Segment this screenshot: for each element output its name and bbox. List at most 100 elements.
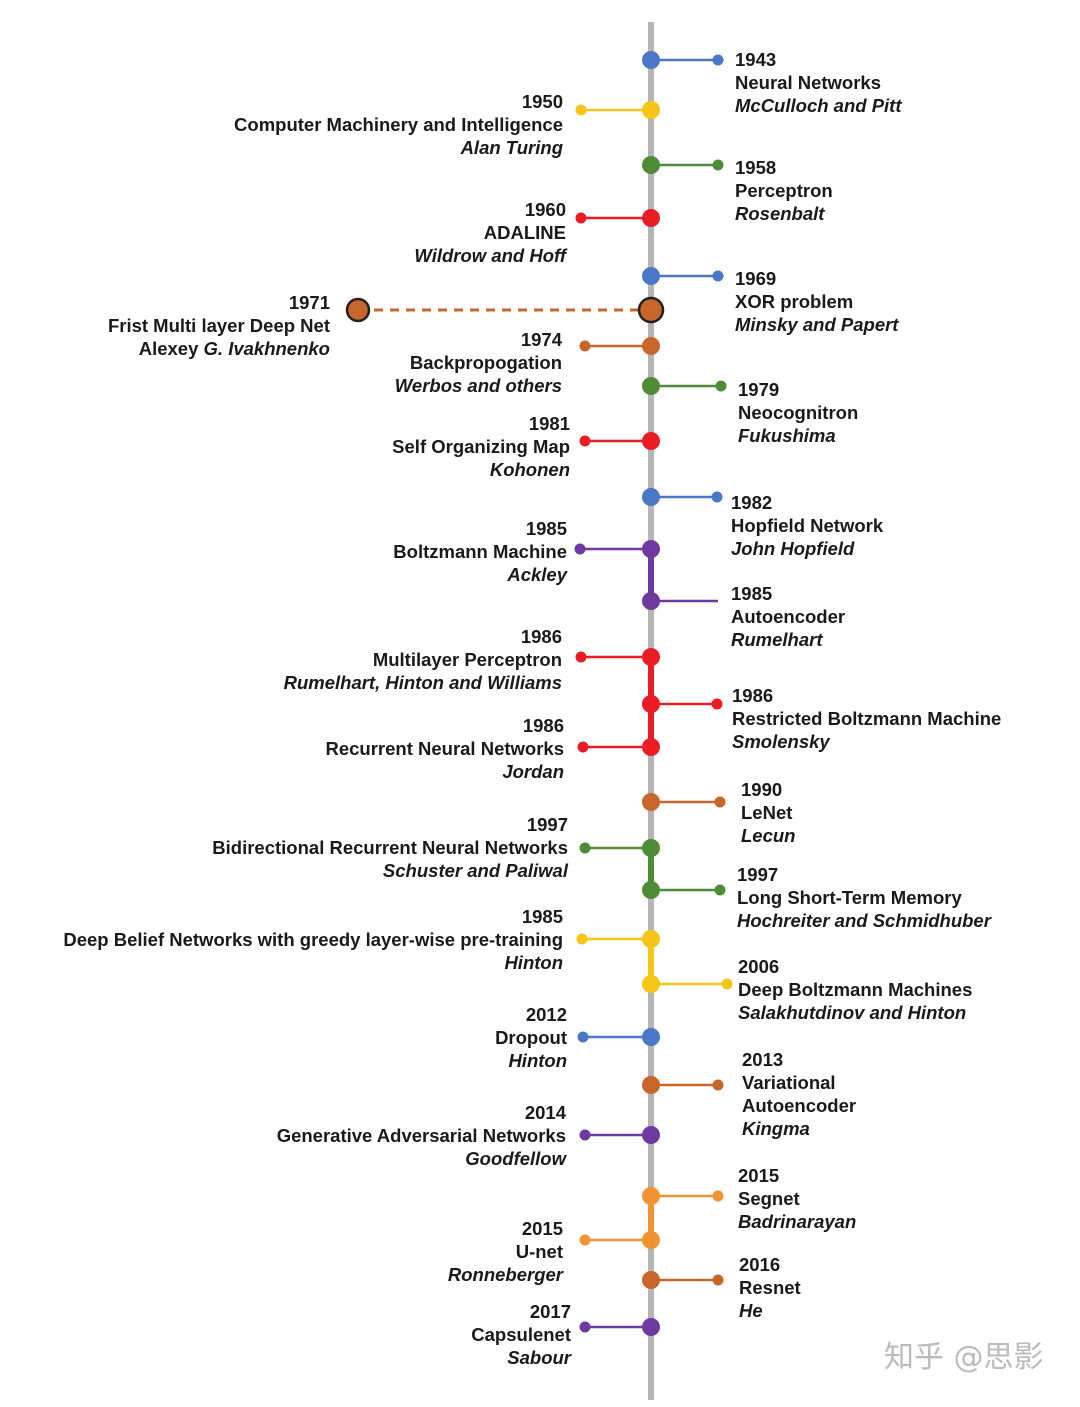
axis-node-e2015a (642, 1187, 660, 1205)
event-title: Boltzmann Machine (393, 541, 567, 562)
axis-node-e2016 (642, 1271, 660, 1289)
end-node-e1997b (714, 884, 726, 896)
event-title: Variational (742, 1072, 836, 1093)
axis-node-e1950 (642, 101, 660, 119)
end-node-e1986c (577, 741, 589, 753)
event-author: Goodfellow (465, 1148, 566, 1169)
event-title: Segnet (738, 1188, 800, 1209)
event-year: 1986 (520, 626, 562, 647)
event-title: Capsulenet (471, 1324, 571, 1345)
axis-node-e1997b (642, 881, 660, 899)
axis-node-e1958 (642, 156, 660, 174)
event-title: Self Organizing Map (392, 436, 570, 457)
end-node-e2006 (721, 978, 733, 990)
end-node-e1986a (575, 651, 587, 663)
event-author: Kingma (742, 1118, 810, 1139)
watermark: 知乎 @思影 (884, 1340, 1044, 1375)
end-node-e1971 (345, 297, 371, 323)
event-year: 2012 (525, 1004, 567, 1025)
event-label-e1958: 1958 Perceptron Rosenbalt (735, 156, 833, 225)
event-title: Autoencoder (731, 606, 846, 627)
event-year: 1986 (732, 685, 774, 706)
event-label-e1974: 1974 Backpropogation Werbos and others (395, 328, 562, 397)
end-node-e1974 (579, 340, 591, 352)
event-author: Minsky and Papert (735, 314, 899, 335)
axis-node-e1997a (642, 839, 660, 857)
event-author: Rumelhart, Hinton and Williams (283, 672, 562, 693)
event-author: Sabour (507, 1347, 571, 1368)
end-node-e1986b (711, 698, 723, 710)
event-year: 1982 (731, 492, 773, 513)
event-year: 2014 (524, 1102, 566, 1123)
event-label-e1971: 1971 Frist Multi layer Deep Net Alexey G. … (108, 291, 330, 360)
event-label-e1997a: 1997 Bidirectional Recurrent Neural Netwo… (212, 813, 568, 882)
event-title: Recurrent Neural Networks (325, 738, 564, 759)
event-title: Deep Belief Networks with greedy layer-w… (63, 929, 563, 950)
axis-node-e1960 (642, 209, 660, 227)
axis-node-e2017 (642, 1318, 660, 1336)
event-label-e1985a: 1985 Boltzmann Machine Ackley (393, 517, 567, 586)
event-year: 2017 (529, 1301, 571, 1322)
event-year: 2013 (742, 1049, 784, 1070)
event-label-e1950: 1950 Computer Machinery and Intelligence A… (234, 90, 563, 159)
axis-node-e1943 (642, 51, 660, 69)
event-label-e2015b: 2015 U-net Ronneberger (448, 1217, 563, 1286)
event-label-e1985b: 1985 Autoencoder Rumelhart (731, 582, 845, 651)
event-author: Schuster and Paliwal (382, 860, 568, 881)
event-title: Frist Multi layer Deep Net (107, 315, 330, 336)
event-title-line2: Autoencoder (742, 1095, 857, 1116)
event-year: 1943 (735, 49, 777, 70)
event-author: Badrinarayan (738, 1211, 857, 1232)
axis-node-e2014 (642, 1126, 660, 1144)
event-author: Kohonen (489, 459, 570, 480)
axis-node-e1986a (642, 648, 660, 666)
event-author: John Hopfield (731, 538, 855, 559)
end-node-e1960 (575, 212, 587, 224)
event-author: Ackley (507, 564, 567, 585)
event-author: McCulloch and Pitt (735, 95, 902, 116)
event-title: U-net (515, 1241, 563, 1262)
event-year: 1981 (528, 413, 570, 434)
event-author: Ronneberger (447, 1264, 563, 1285)
event-title: Dropout (495, 1027, 567, 1048)
axis-node-e1985a (642, 540, 660, 558)
event-year: 1985 (731, 583, 773, 604)
event-year: 1960 (524, 199, 566, 220)
event-title: Bidirectional Recurrent Neural Networks (212, 837, 568, 858)
event-title: Backpropogation (409, 352, 562, 373)
end-node-e1985a (574, 543, 586, 555)
end-node-e2016 (712, 1274, 724, 1286)
axis-node-e2015b (642, 1231, 660, 1249)
end-node-e2013 (712, 1079, 724, 1091)
event-label-e2012: 2012 Dropout Hinton (495, 1003, 567, 1072)
event-year: 1979 (738, 379, 780, 400)
event-title: XOR problem (735, 291, 854, 312)
axis-node-e1985c (642, 930, 660, 948)
end-node-e1982 (711, 491, 723, 503)
end-node-e1985c (576, 933, 588, 945)
event-label-e1979: 1979 Neocognitron Fukushima (738, 378, 858, 447)
end-node-e1958 (712, 159, 724, 171)
axis-node-e1969 (642, 267, 660, 285)
axis-node-e1990 (642, 793, 660, 811)
axis-node-e1981 (642, 432, 660, 450)
event-title: Deep Boltzmann Machines (738, 979, 973, 1000)
event-author: He (739, 1300, 763, 1321)
event-label-e1985c: 1985 Deep Belief Networks with greedy lay… (63, 905, 563, 974)
event-label-e2016: 2016 Resnet He (739, 1253, 801, 1322)
axis-node-e1982 (642, 488, 660, 506)
event-year: 1990 (741, 779, 783, 800)
event-label-e1969: 1969 XOR problem Minsky and Papert (735, 267, 898, 336)
end-node-e2015a (712, 1190, 724, 1202)
event-year: 1950 (521, 91, 563, 112)
event-author: Hinton (504, 952, 563, 973)
axis-node-e2012 (642, 1028, 660, 1046)
event-title: Computer Machinery and Intelligence (234, 114, 563, 135)
event-title: Neocognitron (738, 402, 859, 423)
end-node-e1969 (712, 270, 724, 282)
end-node-e1997a (579, 842, 591, 854)
event-year: 1997 (737, 864, 779, 885)
end-node-e2014 (579, 1129, 591, 1141)
axis-node-e1986c (642, 738, 660, 756)
